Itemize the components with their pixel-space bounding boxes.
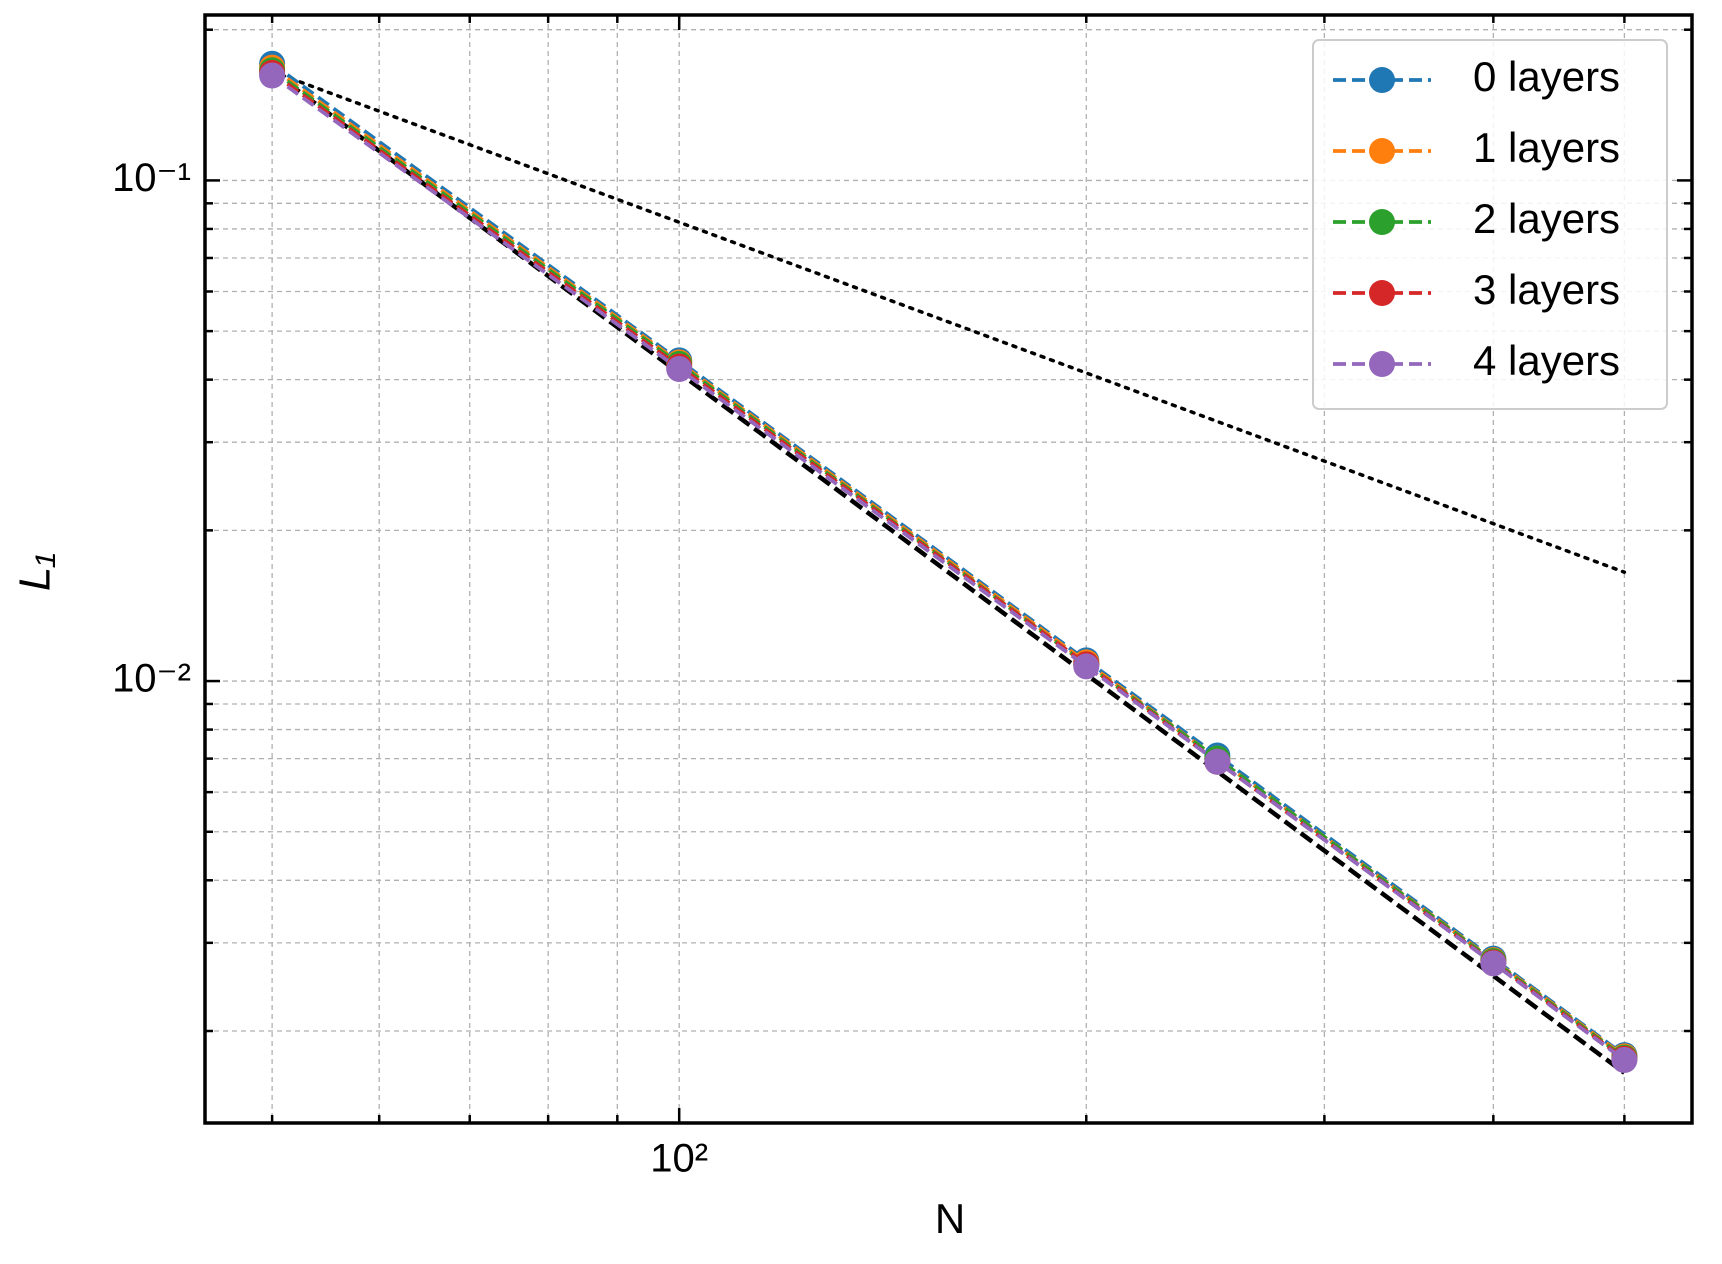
data-point — [1611, 1047, 1638, 1074]
legend-marker — [1369, 209, 1395, 235]
series-line — [271, 62, 1626, 1057]
legend-marker — [1369, 138, 1395, 164]
series-line — [271, 73, 1626, 1062]
data-point — [259, 62, 286, 89]
legend-label: 0 layers — [1473, 53, 1620, 100]
data-point — [666, 356, 693, 383]
legend-label: 1 layers — [1473, 124, 1620, 171]
reference-line — [270, 69, 1627, 574]
y-tick-label: 10⁻² — [112, 657, 191, 701]
plot-frame — [203, 13, 1694, 1125]
x-axis-label: N — [935, 1195, 965, 1242]
y-tick-label: 10⁻¹ — [112, 156, 191, 200]
legend-box — [1312, 39, 1668, 410]
legend-marker — [1369, 67, 1395, 93]
y-axis-label: L₁ — [11, 553, 60, 591]
legend-label: 4 layers — [1473, 337, 1620, 384]
data-point — [1204, 748, 1231, 775]
legend-label: 3 layers — [1473, 266, 1620, 313]
data-point — [1480, 950, 1507, 977]
legend-marker — [1369, 351, 1395, 377]
x-tick-label: 10² — [650, 1137, 708, 1181]
legend-marker — [1369, 280, 1395, 306]
legend-label: 2 layers — [1473, 195, 1620, 242]
data-point — [1073, 653, 1100, 680]
